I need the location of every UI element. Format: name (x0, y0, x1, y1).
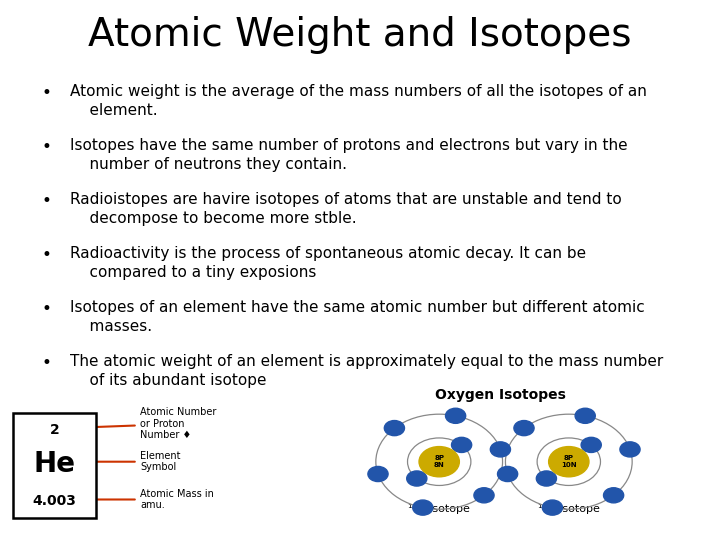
Text: Element
Symbol: Element Symbol (83, 451, 181, 472)
Text: 8P
8N: 8P 8N (434, 455, 444, 468)
Circle shape (498, 467, 518, 482)
Text: Oxygen Isotopes: Oxygen Isotopes (435, 388, 566, 402)
Circle shape (474, 488, 494, 503)
Circle shape (536, 471, 557, 486)
Text: ¹⁶O Isotope: ¹⁶O Isotope (408, 504, 470, 514)
Text: The atomic weight of an element is approximately equal to the mass number
    of: The atomic weight of an element is appro… (70, 354, 663, 388)
Circle shape (549, 447, 589, 477)
Text: Atomic weight is the average of the mass numbers of all the isotopes of an
    e: Atomic weight is the average of the mass… (70, 84, 647, 118)
Text: 4.003: 4.003 (32, 494, 76, 508)
Circle shape (490, 442, 510, 457)
Circle shape (368, 467, 388, 482)
Text: Atomic Weight and Isotopes: Atomic Weight and Isotopes (89, 16, 631, 54)
Text: Atomic Number
or Proton
Number ♦: Atomic Number or Proton Number ♦ (83, 407, 217, 441)
Text: •: • (42, 246, 52, 264)
Circle shape (542, 500, 562, 515)
Text: 2: 2 (50, 423, 59, 437)
Text: Isotopes have the same number of protons and electrons but vary in the
    numbe: Isotopes have the same number of protons… (70, 138, 627, 172)
Text: He: He (33, 450, 76, 478)
Circle shape (575, 408, 595, 423)
Circle shape (446, 408, 466, 423)
Circle shape (581, 437, 601, 453)
Text: •: • (42, 354, 52, 372)
Text: Radioactivity is the process of spontaneous atomic decay. It can be
    compared: Radioactivity is the process of spontane… (70, 246, 586, 280)
Text: •: • (42, 138, 52, 156)
Text: •: • (42, 84, 52, 102)
Circle shape (407, 471, 427, 486)
Circle shape (451, 437, 472, 453)
Circle shape (620, 442, 640, 457)
Circle shape (384, 421, 405, 436)
Circle shape (419, 447, 459, 477)
Circle shape (603, 488, 624, 503)
Text: Atomic Mass in
amu.: Atomic Mass in amu. (83, 489, 215, 510)
Text: 8P
10N: 8P 10N (561, 455, 577, 468)
Text: Isotopes of an element have the same atomic number but different atomic
    mass: Isotopes of an element have the same ato… (70, 300, 644, 334)
Circle shape (413, 500, 433, 515)
Text: ¹⁸O Isotope: ¹⁸O Isotope (538, 504, 600, 514)
Text: •: • (42, 192, 52, 210)
FancyBboxPatch shape (13, 413, 96, 518)
Text: •: • (42, 300, 52, 318)
Text: Radioistopes are havire isotopes of atoms that are unstable and tend to
    deco: Radioistopes are havire isotopes of atom… (70, 192, 621, 226)
Circle shape (514, 421, 534, 436)
